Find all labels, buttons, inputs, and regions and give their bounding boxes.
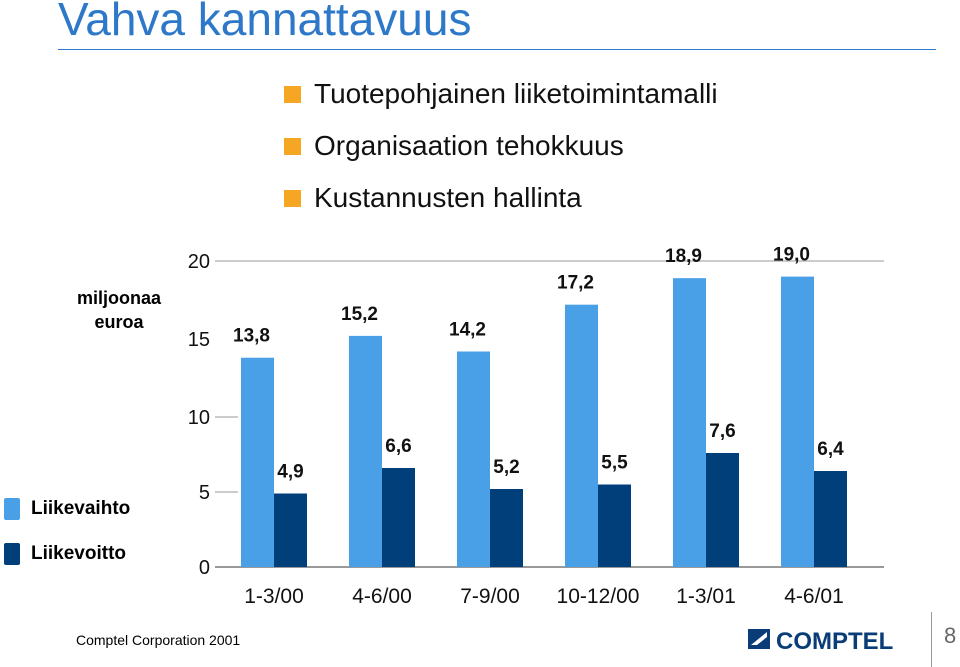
- bullet-item: Tuotepohjainen liiketoimintamalli: [284, 78, 718, 109]
- bullet-text: Organisaation tehokkuus: [314, 130, 624, 161]
- bar-liikevaihto: [241, 357, 274, 567]
- data-label: 19,0: [773, 245, 810, 266]
- x-category-label: 4-6/01: [784, 585, 844, 608]
- bar-liikevaihto: [565, 304, 598, 567]
- bar-liikevoitto: [274, 493, 307, 567]
- data-label: 13,8: [233, 326, 270, 347]
- data-label: 14,2: [449, 319, 486, 340]
- data-label: 4,9: [277, 462, 303, 483]
- y-tick-label: 0: [199, 557, 210, 579]
- slide-title: Vahva kannattavuus: [58, 0, 472, 45]
- x-category-label: 10-12/00: [557, 585, 640, 608]
- bar-liikevoitto: [598, 484, 631, 567]
- bar-liikevaihto: [457, 351, 490, 567]
- title-underline: [58, 49, 936, 50]
- bullet-square-icon: [284, 189, 301, 207]
- legend-item-liikevoitto: Liikevoitto: [4, 543, 126, 565]
- bar-liikevoitto: [490, 489, 523, 567]
- bullet-square-icon: [284, 137, 301, 155]
- y-tick-label: 15: [188, 329, 210, 351]
- bar-liikevoitto: [814, 471, 847, 567]
- legend-swatch: [4, 498, 20, 520]
- bullet-text: Tuotepohjainen liiketoimintamalli: [314, 78, 718, 109]
- y-tick-label: 5: [199, 482, 210, 504]
- bar-liikevaihto: [673, 278, 706, 567]
- bullet-item: Kustannusten hallinta: [284, 182, 582, 213]
- bar-liikevoitto: [706, 453, 739, 567]
- bullet-text: Kustannusten hallinta: [314, 182, 582, 213]
- legend-label: Liikevaihto: [31, 498, 131, 519]
- legend-label: Liikevoitto: [31, 543, 127, 564]
- page-number: 8: [944, 623, 957, 648]
- y-tick-label: 10: [188, 407, 210, 429]
- data-label: 15,2: [341, 304, 378, 325]
- bar-liikevoitto: [382, 468, 415, 567]
- x-category-label: 1-3/01: [676, 585, 736, 608]
- data-label: 5,2: [493, 457, 519, 478]
- y-axis-unit-label: miljoonaa euroa: [76, 288, 161, 332]
- x-category-label: 7-9/00: [460, 585, 520, 608]
- x-category-label: 4-6/00: [352, 585, 412, 608]
- bar-liikevaihto: [349, 335, 382, 567]
- bar-liikevaihto: [781, 276, 814, 567]
- data-label: 7,6: [709, 421, 735, 442]
- footer-divider: [931, 612, 932, 667]
- bullet-item: Organisaation tehokkuus: [284, 130, 624, 161]
- data-label: 17,2: [557, 273, 594, 294]
- legend-item-liikevaihto: Liikevaihto: [4, 498, 130, 520]
- data-label: 18,9: [665, 246, 702, 267]
- legend-swatch: [4, 543, 20, 565]
- x-category-label: 1-3/00: [244, 585, 304, 608]
- data-label: 5,5: [601, 453, 628, 474]
- logo-wordmark: COMPTEL: [776, 628, 893, 655]
- footer-text: Comptel Corporation 2001: [76, 632, 241, 648]
- bullet-square-icon: [284, 85, 301, 103]
- y-tick-label: 20: [188, 251, 210, 273]
- comptel-logo: COMPTEL: [748, 628, 893, 655]
- data-label: 6,6: [385, 436, 411, 457]
- data-label: 6,4: [817, 439, 844, 460]
